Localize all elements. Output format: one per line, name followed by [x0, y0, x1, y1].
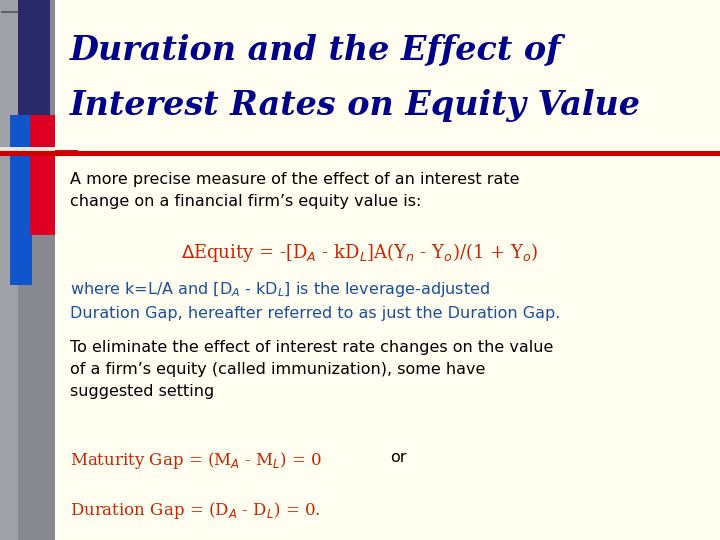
Text: To eliminate the effect of interest rate changes on the value
of a firm’s equity: To eliminate the effect of interest rate… [70, 340, 554, 400]
Text: Duration Gap = (D$_A$ - D$_L$) = 0.: Duration Gap = (D$_A$ - D$_L$) = 0. [70, 500, 320, 521]
Text: Duration and the Effect of: Duration and the Effect of [70, 33, 562, 66]
Text: Maturity Gap = (M$_A$ - M$_L$) = 0: Maturity Gap = (M$_A$ - M$_L$) = 0 [70, 450, 323, 471]
Text: $\Delta$Equity = -[D$_A$ - kD$_L$]A(Y$_n$ - Y$_o$)/(1 + Y$_o$): $\Delta$Equity = -[D$_A$ - kD$_L$]A(Y$_n… [181, 240, 539, 264]
Bar [55, 156, 720, 540]
Bar [0, 151, 720, 156]
Text: where k=L/A and [D$_A$ - kD$_L$] is the leverage-adjusted
Duration Gap, hereafte: where k=L/A and [D$_A$ - kD$_L$] is the … [70, 280, 560, 321]
Bar [18, 0, 50, 150]
Bar [10, 115, 32, 285]
Bar [0, 147, 55, 155]
Bar [30, 115, 78, 235]
Bar [0, 0, 55, 540]
Bar [55, 0, 720, 150]
Bar [18, 0, 55, 540]
Text: Interest Rates on Equity Value: Interest Rates on Equity Value [70, 89, 641, 122]
Text: or: or [390, 450, 407, 465]
Text: A more precise measure of the effect of an interest rate
change on a financial f: A more precise measure of the effect of … [70, 172, 520, 209]
